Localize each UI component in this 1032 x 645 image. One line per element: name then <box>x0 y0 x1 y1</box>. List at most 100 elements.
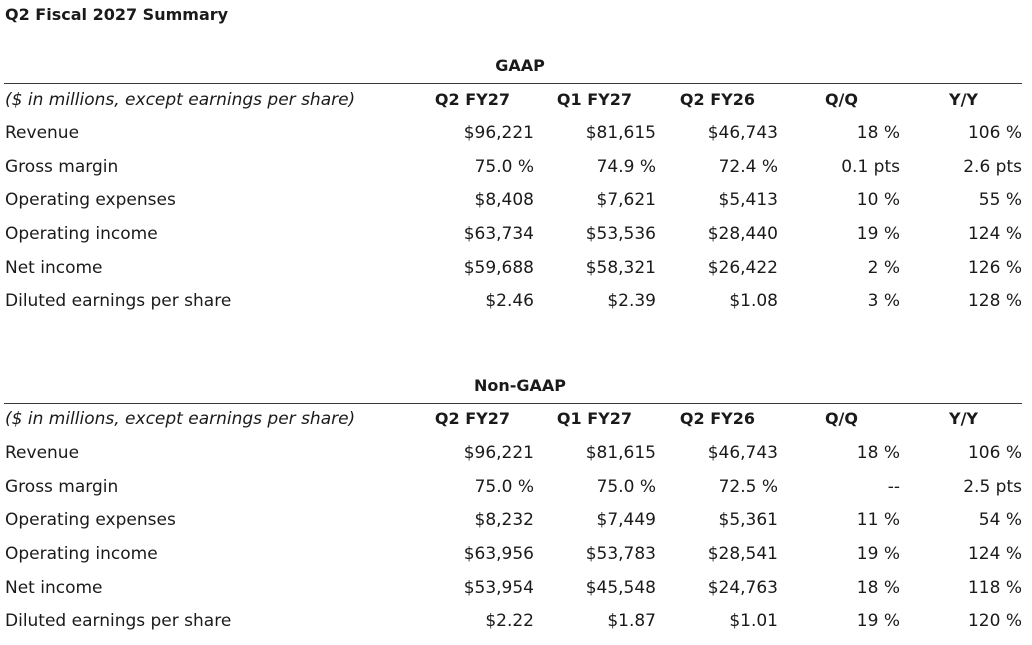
cell-q2-fy26: $5,361 <box>718 510 778 530</box>
row-label: Diluted earnings per share <box>5 291 232 311</box>
row-label: Net income <box>5 258 103 278</box>
column-header-qq: Q/Q <box>824 90 858 109</box>
row-label: Operating income <box>5 224 158 244</box>
cell-qq: 3 % <box>867 291 900 311</box>
column-header-q2-fy27: Q2 FY27 <box>434 409 510 428</box>
cell-q2-fy27: $96,221 <box>463 123 534 143</box>
cell-q1-fy27: $81,615 <box>585 123 656 143</box>
cell-qq: 18 % <box>856 443 900 463</box>
cell-yy: 120 % <box>967 611 1022 631</box>
cell-q2-fy27: $8,408 <box>474 190 534 210</box>
row-label: Revenue <box>5 123 80 143</box>
cell-qq: 19 % <box>856 611 900 631</box>
row-label: Gross margin <box>5 157 119 177</box>
cell-q2-fy27: $2.46 <box>485 291 534 311</box>
cell-qq: 19 % <box>856 224 900 244</box>
cell-q1-fy27: $2.39 <box>607 291 656 311</box>
cell-yy: 2.6 pts <box>963 157 1022 177</box>
table-row: Revenue $96,221 $81,615 $46,743 18 % 106… <box>4 441 1022 465</box>
cell-q1-fy27: $53,536 <box>585 224 656 244</box>
section-divider <box>4 403 1022 404</box>
row-label: Operating expenses <box>5 510 176 530</box>
cell-q1-fy27: $1.87 <box>607 611 656 631</box>
cell-q1-fy27: $7,449 <box>596 510 656 530</box>
row-label: Revenue <box>5 443 80 463</box>
column-header-q2-fy27: Q2 FY27 <box>434 90 510 109</box>
cell-yy: 118 % <box>967 578 1022 598</box>
table-row: Gross margin 75.0 % 74.9 % 72.4 % 0.1 pt… <box>4 155 1022 179</box>
column-header-yy: Y/Y <box>948 409 978 428</box>
table-header-row: ($ in millions, except earnings per shar… <box>4 407 1022 431</box>
cell-q1-fy27: $45,548 <box>585 578 656 598</box>
cell-qq: 10 % <box>856 190 900 210</box>
cell-q2-fy27: $2.22 <box>485 611 534 631</box>
row-label: Gross margin <box>5 477 119 497</box>
column-header-q2-fy26: Q2 FY26 <box>679 90 755 109</box>
cell-q2-fy27: $8,232 <box>474 510 534 530</box>
section-title: GAAP <box>495 56 545 75</box>
cell-yy: 126 % <box>967 258 1022 278</box>
cell-q2-fy26: $46,743 <box>707 443 778 463</box>
cell-q2-fy26: $26,422 <box>707 258 778 278</box>
cell-q2-fy26: $1.08 <box>729 291 778 311</box>
row-label: Operating income <box>5 544 158 564</box>
cell-yy: 106 % <box>967 443 1022 463</box>
cell-q1-fy27: $53,783 <box>585 544 656 564</box>
cell-q2-fy27: $96,221 <box>463 443 534 463</box>
cell-qq: 19 % <box>856 544 900 564</box>
cell-q1-fy27: $58,321 <box>585 258 656 278</box>
cell-yy: 124 % <box>967 544 1022 564</box>
cell-qq: -- <box>887 477 900 497</box>
cell-q1-fy27: $81,615 <box>585 443 656 463</box>
table-row: Operating expenses $8,408 $7,621 $5,413 … <box>4 188 1022 212</box>
cell-yy: 128 % <box>967 291 1022 311</box>
column-header-q1-fy27: Q1 FY27 <box>556 90 632 109</box>
page-title: Q2 Fiscal 2027 Summary <box>5 5 229 24</box>
table-row: Operating income $63,956 $53,783 $28,541… <box>4 542 1022 566</box>
cell-q1-fy27: 75.0 % <box>596 477 656 497</box>
table-row: Diluted earnings per share $2.22 $1.87 $… <box>4 609 1022 633</box>
table-row: Operating income $63,734 $53,536 $28,440… <box>4 222 1022 246</box>
cell-q2-fy27: 75.0 % <box>474 477 534 497</box>
cell-q1-fy27: 74.9 % <box>596 157 656 177</box>
cell-q2-fy26: $1.01 <box>729 611 778 631</box>
column-header-qq: Q/Q <box>824 409 858 428</box>
cell-q2-fy27: 75.0 % <box>474 157 534 177</box>
cell-yy: 55 % <box>978 190 1022 210</box>
table-row: Gross margin 75.0 % 75.0 % 72.5 % -- 2.5… <box>4 475 1022 499</box>
cell-q2-fy26: 72.4 % <box>718 157 778 177</box>
cell-yy: 2.5 pts <box>963 477 1022 497</box>
cell-q2-fy26: $28,440 <box>707 224 778 244</box>
cell-yy: 124 % <box>967 224 1022 244</box>
section-divider <box>4 83 1022 84</box>
column-header-label: ($ in millions, except earnings per shar… <box>5 90 356 110</box>
cell-qq: 2 % <box>867 258 900 278</box>
cell-q2-fy26: $5,413 <box>718 190 778 210</box>
column-header-yy: Y/Y <box>948 90 978 109</box>
table-header-row: ($ in millions, except earnings per shar… <box>4 88 1022 112</box>
section-title: Non-GAAP <box>473 376 567 395</box>
cell-qq: 11 % <box>856 510 900 530</box>
cell-q2-fy27: $63,734 <box>463 224 534 244</box>
table-row: Revenue $96,221 $81,615 $46,743 18 % 106… <box>4 121 1022 145</box>
table-row: Diluted earnings per share $2.46 $2.39 $… <box>4 289 1022 313</box>
table-row: Net income $53,954 $45,548 $24,763 18 % … <box>4 576 1022 600</box>
cell-q2-fy26: $24,763 <box>707 578 778 598</box>
cell-q2-fy26: $28,541 <box>707 544 778 564</box>
cell-q2-fy26: $46,743 <box>707 123 778 143</box>
cell-yy: 54 % <box>978 510 1022 530</box>
cell-q2-fy26: 72.5 % <box>718 477 778 497</box>
table-row: Net income $59,688 $58,321 $26,422 2 % 1… <box>4 256 1022 280</box>
cell-q2-fy27: $63,956 <box>463 544 534 564</box>
cell-q2-fy27: $53,954 <box>463 578 534 598</box>
cell-q2-fy27: $59,688 <box>463 258 534 278</box>
cell-qq: 18 % <box>856 123 900 143</box>
column-header-label: ($ in millions, except earnings per shar… <box>5 409 356 429</box>
table-row: Operating expenses $8,232 $7,449 $5,361 … <box>4 508 1022 532</box>
cell-qq: 0.1 pts <box>841 157 900 177</box>
cell-yy: 106 % <box>967 123 1022 143</box>
cell-q1-fy27: $7,621 <box>596 190 656 210</box>
row-label: Operating expenses <box>5 190 176 210</box>
cell-qq: 18 % <box>856 578 900 598</box>
row-label: Diluted earnings per share <box>5 611 232 631</box>
